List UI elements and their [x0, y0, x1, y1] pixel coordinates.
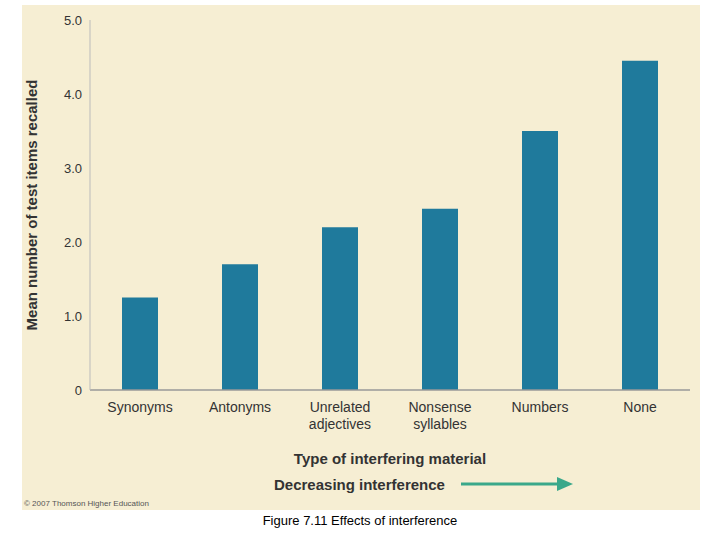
svg-text:Antonyms: Antonyms — [209, 399, 271, 415]
svg-text:None: None — [623, 399, 657, 415]
svg-text:Mean number of test items reca: Mean number of test items recalled — [23, 80, 40, 331]
html-text:Figure 7.11 Effects of interfe: Figure 7.11 Effects of interference — [262, 513, 458, 528]
svg-text:2.0: 2.0 — [64, 235, 82, 250]
svg-text:3.0: 3.0 — [64, 161, 82, 176]
html-text:Decreasing interference: Decreasing interference — [274, 475, 445, 493]
svg-text:Unrelatedadjectives: Unrelatedadjectives — [309, 399, 371, 432]
svg-text:Nonsensesyllables: Nonsensesyllables — [408, 399, 471, 432]
svg-text:0: 0 — [75, 383, 82, 398]
svg-text:1.0: 1.0 — [64, 309, 82, 324]
svg-text:5.0: 5.0 — [64, 13, 82, 28]
html-text:© 2007 Thomson Higher Educatio: © 2007 Thomson Higher Education — [24, 499, 149, 508]
svg-text:Synonyms: Synonyms — [107, 399, 172, 415]
svg-text:Numbers: Numbers — [512, 399, 569, 415]
svg-text:4.0: 4.0 — [64, 87, 82, 102]
svg-text:Type of interfering material: Type of interfering material — [294, 450, 486, 467]
